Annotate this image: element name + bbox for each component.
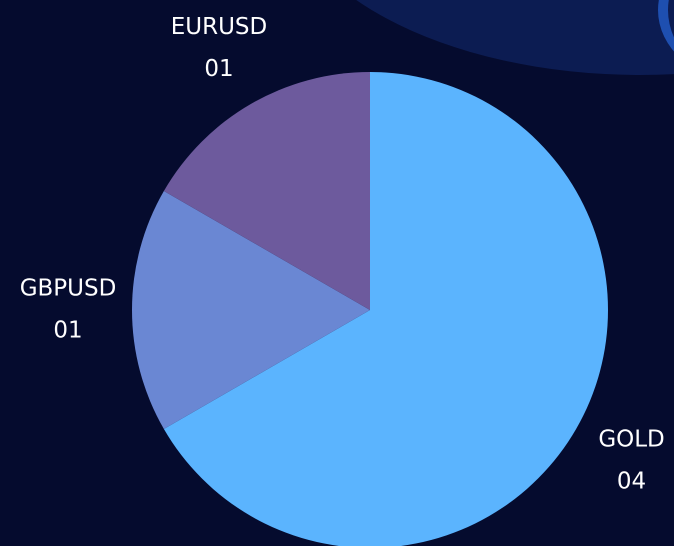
slice-value: 01 [53, 318, 82, 344]
pie-slice [132, 191, 370, 429]
slice-value: 04 [617, 469, 646, 495]
slice-value: 01 [204, 56, 233, 82]
decor-shape [356, 0, 674, 75]
pie-slice [163, 72, 608, 546]
pie-slice [163, 71, 370, 310]
slice-label: GBPUSD [20, 276, 117, 302]
slice-label: EURUSD [171, 14, 268, 40]
slice-label: GOLD [598, 427, 664, 453]
decor-circle-inner [668, 0, 674, 38]
